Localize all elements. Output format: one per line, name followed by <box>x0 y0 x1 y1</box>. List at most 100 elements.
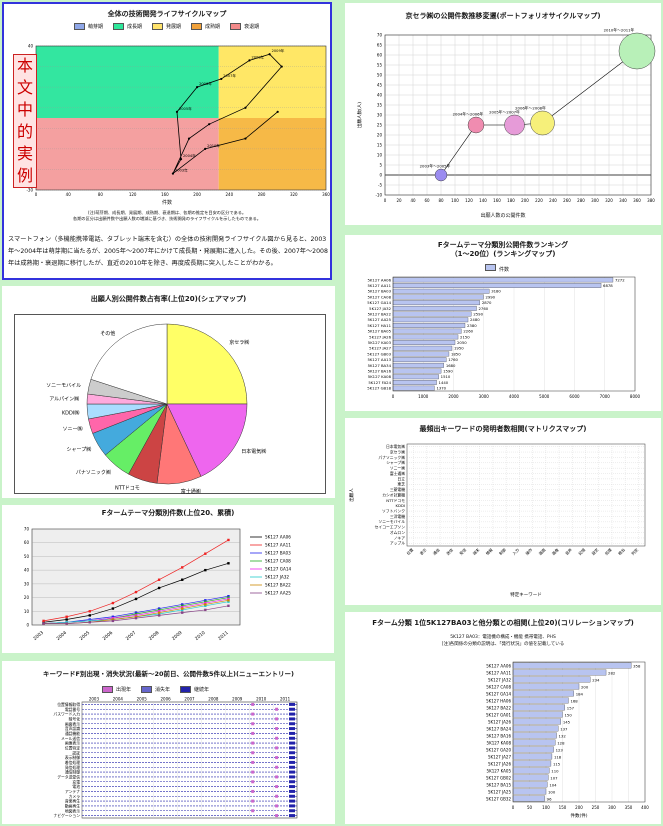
series-point <box>65 622 67 624</box>
ranking-bar <box>393 363 444 368</box>
year-label: 2007 <box>184 697 195 702</box>
x-tick-label: 360 <box>322 192 330 197</box>
x-tick-label: 3000 <box>479 394 490 399</box>
lifecycle-chart: -30-20-100102030400408012016020024028032… <box>4 28 334 218</box>
appearance-mark <box>275 814 278 817</box>
ranking-bar <box>393 329 461 334</box>
year-label: 2004 <box>113 697 124 702</box>
series-legend-label: 5K127 GA14 <box>265 567 292 572</box>
x-tick-label: 60 <box>424 198 430 203</box>
y-tick-label: 20 <box>24 595 30 600</box>
x-tick-label: 340 <box>619 198 627 203</box>
series-point <box>227 605 229 607</box>
bar-value-label: 7272 <box>615 277 625 282</box>
portfolio-panel: 京セラ㈱の公開件数推移変遷(ポートフォリオサイクルマップ) -10-505101… <box>345 3 661 225</box>
appearance-mark <box>251 771 254 774</box>
bar-value-label: 2380 <box>467 323 477 328</box>
y-tick-label: 10 <box>377 153 383 158</box>
y-tick-label: -30 <box>26 188 33 193</box>
share-chart: 京セラ㈱日本電気㈱富士通㈱NTTドコモパナソニック㈱シャープ㈱ソニー㈱KDDI㈱… <box>2 286 335 498</box>
matrix-row-label: 三洋電機 <box>390 514 405 519</box>
series-point <box>89 610 91 612</box>
lifecycle-point <box>188 137 190 139</box>
continuation-mark <box>289 722 295 725</box>
matrix-col-label: 受信 <box>458 547 467 556</box>
newentry-legend-swatch <box>102 686 113 693</box>
series-point <box>112 620 114 622</box>
series-legend-label: 5K127 AA25 <box>265 591 291 596</box>
x-tick-label: 320 <box>290 192 298 197</box>
bar-value-label: 282 <box>608 670 616 675</box>
lifecycle-point <box>269 53 271 55</box>
x-tick-label: 140 <box>479 198 487 203</box>
y-tick-label: 50 <box>24 554 30 559</box>
lifecycle-point <box>180 158 182 160</box>
x-tick-label: 350 <box>625 805 633 810</box>
pie-slice-label: 京セラ㈱ <box>229 339 249 346</box>
correlation-xlabel: 件数(件) <box>570 812 587 819</box>
series-legend-label: 5K127 AA06 <box>265 535 291 540</box>
bar-category-label: 5K127 BA16 <box>368 368 392 373</box>
lifecycle-point <box>208 123 210 125</box>
continuation-mark <box>289 809 295 812</box>
lifecycle-point-label: 2009年 <box>272 48 285 53</box>
bar-category-label: 5K127 CA08 <box>486 684 511 689</box>
series-legend-label: 5K127 AA11 <box>265 543 291 548</box>
y-tick-label: 25 <box>377 123 383 128</box>
bar-value-label: 2990 <box>485 294 495 299</box>
x-tick-label: 7000 <box>600 394 611 399</box>
bar-value-label: 118 <box>554 754 562 759</box>
continuation-mark <box>289 790 295 793</box>
correlation-bar <box>513 768 549 773</box>
newentry-title: キーワードF別出現・消失状況(最新〜20前日、公開件数5件以上)(ニューエントリ… <box>2 668 335 678</box>
lifecycle-point-label: 2007年 <box>223 73 236 78</box>
year-label: 2011 <box>280 697 291 702</box>
matrix-row-label: シャープ㈱ <box>386 460 405 465</box>
series-point <box>204 603 206 605</box>
ranking-bar <box>393 380 437 385</box>
bar-value-label: 104 <box>549 782 557 787</box>
correlation-bar <box>513 684 579 689</box>
x-tick-label: 360 <box>633 198 641 203</box>
portfolio-bubble-label: 2003年〜2005年 <box>420 164 451 169</box>
ranking-title: Fタームテーマ分類別公開件数ランキング（1〜20位）(ランキングマップ) <box>345 241 661 259</box>
correlation-bar <box>513 775 548 780</box>
bar-category-label: 5K127 GA20 <box>486 747 511 752</box>
bar-category-label: 5K127 BA05 <box>368 329 392 334</box>
series-legend-label: 5K127 CA08 <box>265 559 291 564</box>
correlation-bar <box>513 691 574 696</box>
correlation-bar <box>513 740 555 745</box>
ranking-bar <box>393 357 446 362</box>
ranking-bar <box>393 278 613 283</box>
appearance-mark <box>251 751 254 754</box>
matrix-row-label: ソフトバンク <box>382 509 405 514</box>
lifecycle-point-label: 2003年 <box>175 168 188 173</box>
matrix-chart: 日本電気㈱京セラ㈱パナソニック㈱シャープ㈱ソニー㈱富士通㈱日立東芝三菱電機カシオ… <box>345 436 661 606</box>
lifecycle-point <box>176 111 178 113</box>
continuation-mark <box>289 780 295 783</box>
plot-frame <box>32 529 240 625</box>
cumulative-chart: 0102030405060702003200420052006200720082… <box>2 515 334 655</box>
y-tick-label: 65 <box>377 43 383 48</box>
x-tick-label: 80 <box>98 192 104 197</box>
bar-category-label: 5K127 JA27 <box>369 346 391 351</box>
y-tick-label: 20 <box>377 133 383 138</box>
correlation-chart: 0501001502002503003504005K127 AA063585K1… <box>345 652 661 824</box>
year-label: 2003 <box>89 697 100 702</box>
series-point <box>181 607 183 609</box>
bar-category-label: 5K127 CA08 <box>368 294 392 299</box>
x-tick-label: 40 <box>410 198 416 203</box>
bar-category-label: 5K127 AA13 <box>368 357 392 362</box>
x-tick-label: 2006 <box>102 630 115 642</box>
matrix-row-label: 東芝 <box>397 482 405 487</box>
x-tick-label: 180 <box>507 198 515 203</box>
newentry-legend-label: 継続年 <box>194 686 209 693</box>
matrix-col-label: 位置 <box>405 547 414 556</box>
x-tick-label: 240 <box>549 198 557 203</box>
series-legend-label: 5K127 JA32 <box>265 575 289 580</box>
appearance-mark <box>275 775 278 778</box>
matrix-col-label: 画像 <box>551 547 560 556</box>
ranking-bar <box>393 312 471 317</box>
correlation-bar <box>513 733 557 738</box>
series-point <box>89 621 91 623</box>
